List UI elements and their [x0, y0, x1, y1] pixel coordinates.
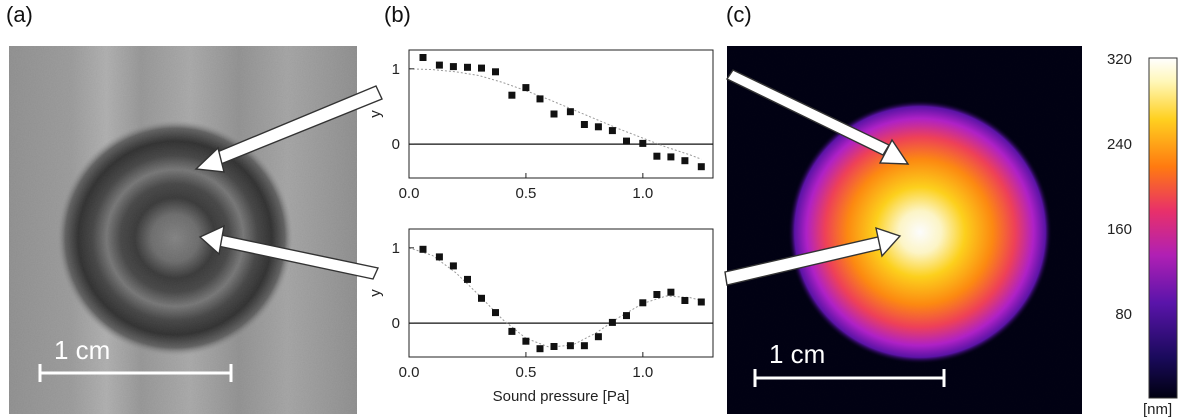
data-point	[508, 327, 516, 335]
panel-c-image	[727, 46, 1082, 414]
colorbar-tick-label: 240	[1107, 136, 1132, 153]
data-point	[449, 63, 457, 71]
data-point	[594, 333, 602, 341]
data-point	[508, 91, 516, 99]
arrow-center-a	[198, 224, 379, 280]
data-point	[478, 294, 485, 302]
data-point	[464, 275, 471, 283]
data-point	[681, 157, 689, 165]
x-tick-label: 0.0	[399, 185, 420, 202]
data-point	[478, 64, 485, 72]
data-point	[522, 84, 530, 92]
plot-frame	[408, 228, 714, 358]
data-point	[608, 318, 616, 326]
y-axis-label: y	[367, 289, 384, 297]
y-axis-label: y	[367, 110, 384, 118]
data-point	[419, 54, 427, 61]
data-point	[550, 343, 558, 350]
x-tick-label: 0.5	[515, 185, 536, 202]
data-point	[435, 253, 443, 261]
arrow-center-c	[724, 226, 902, 286]
data-point	[522, 337, 530, 345]
x-tick-label: 1.0	[632, 185, 653, 202]
data-point	[550, 110, 558, 118]
data-point	[623, 137, 630, 145]
data-point	[492, 68, 499, 76]
data-point	[639, 139, 647, 147]
colorbar-tick-label: 320	[1107, 51, 1132, 68]
data-point	[639, 299, 647, 307]
fit-curve	[408, 247, 702, 348]
data-point	[536, 95, 544, 103]
plot-b-bottom: 0.0 0.5 1.0 1 0 y Sound pressure [Pa]	[367, 228, 714, 405]
fit-curve	[408, 68, 702, 160]
x-tick-label: 0.5	[515, 364, 536, 381]
plot-frame	[408, 49, 714, 179]
y-tick-label: 0	[392, 136, 400, 153]
data-point	[566, 108, 574, 116]
data-point	[608, 127, 616, 135]
data-point	[580, 121, 588, 128]
data-point	[419, 245, 427, 253]
y-tick-label: 1	[392, 240, 400, 257]
data-point	[464, 63, 471, 71]
colorbar-tick-label: 80	[1115, 306, 1132, 323]
x-tick-label: 0.0	[399, 364, 420, 381]
colorbar-ticks: 320 240 160 80	[1107, 51, 1132, 323]
panel-a-image	[9, 46, 357, 414]
data-point	[667, 288, 675, 296]
data-point	[623, 312, 630, 320]
plot-b-top: 0.0 0.5 1.0 1 0 y	[367, 49, 714, 202]
colorbar: 320 240 160 80 [nm]	[1107, 51, 1178, 418]
colorbar-tick-label: 160	[1107, 221, 1132, 238]
panel-a-scale-label: 1 cm	[54, 335, 110, 365]
data-point	[697, 163, 705, 171]
panel-label-b: (b)	[384, 2, 411, 27]
data-point	[681, 297, 689, 304]
data-point	[653, 152, 661, 160]
y-tick-label: 1	[392, 61, 400, 78]
data-point	[536, 345, 544, 353]
data-point	[435, 61, 443, 69]
data-point	[580, 342, 588, 350]
data-point	[449, 262, 457, 270]
arrow-outer-ring-a	[194, 85, 383, 173]
x-axis-label: Sound pressure [Pa]	[493, 388, 630, 405]
data-point	[653, 291, 661, 298]
y-tick-label: 0	[392, 315, 400, 332]
colorbar-unit: [nm]	[1143, 401, 1172, 418]
data-point	[697, 298, 705, 306]
panel-c-scale-bar: 1 cm	[753, 339, 946, 387]
data-point	[594, 123, 602, 131]
data-point	[667, 153, 675, 161]
panel-a-scale-bar: 1 cm	[38, 335, 233, 382]
arrow-outer-ring-c	[725, 69, 910, 165]
data-point	[566, 342, 574, 350]
x-tick-label: 1.0	[632, 364, 653, 381]
panel-label-c: (c)	[726, 2, 752, 27]
panel-label-a: (a)	[6, 2, 33, 27]
data-point	[492, 309, 499, 317]
panel-c-scale-label: 1 cm	[769, 339, 825, 369]
